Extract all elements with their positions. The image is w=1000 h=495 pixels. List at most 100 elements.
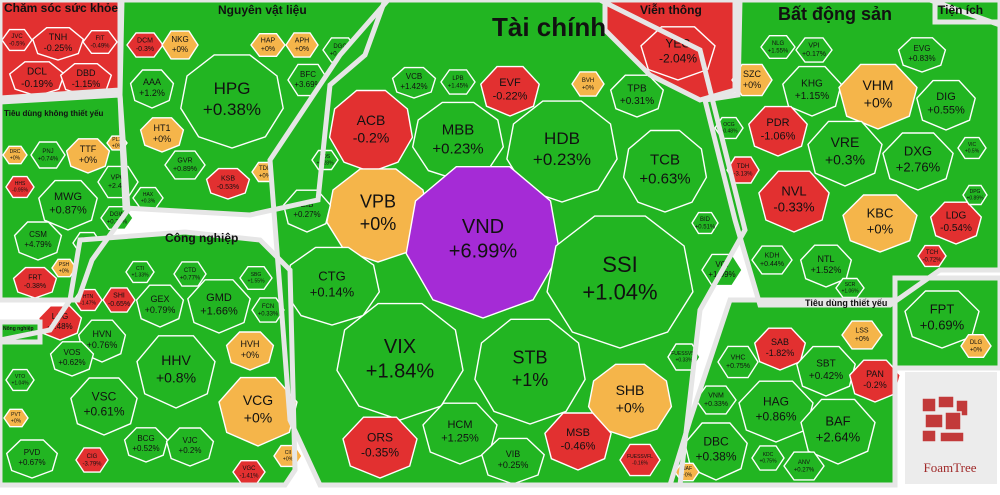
stock-cell-ctg[interactable]: CTG+0.14% — [283, 246, 381, 326]
stock-cell-vib[interactable]: VIB+0.25% — [481, 437, 545, 485]
stock-cell-vpb[interactable]: VPB+0% — [326, 168, 430, 263]
stock-cell-vgc[interactable]: VGC-1.41% — [232, 460, 266, 484]
stock-cell-tcb[interactable]: TCB+0.63% — [622, 129, 708, 213]
stock-cell-mwg[interactable]: MWG +0.87% — [38, 179, 98, 231]
stock-cell-ldg[interactable]: LDG -0.54% — [929, 201, 983, 245]
stock-cell-hcm[interactable]: HCM +1.25% — [422, 402, 498, 465]
stock-cell-vds[interactable]: VDS+0.28% — [311, 149, 339, 171]
stock-cell-vpi[interactable]: VPI+0.17% — [795, 37, 833, 63]
group-label-tieu-dung-thiet-yeu: Tiêu dùng thiết yếu — [805, 298, 887, 308]
stock-cell-cti[interactable]: CTI+1.33% — [125, 260, 155, 284]
stock-change-fcn: +0.33% — [258, 311, 279, 317]
stock-cell-sab[interactable]: SAB-1.82% — [753, 327, 807, 371]
stock-cell-anv[interactable]: ANV+0.27% — [783, 451, 825, 481]
stock-cell-pan[interactable]: PAN-0.2% — [848, 359, 902, 403]
stock-cell-msb[interactable]: MSB -0.46% — [544, 412, 612, 471]
stock-cell-szc[interactable]: SZC+0% — [731, 63, 773, 97]
stock-cell-fpt[interactable]: FPT+0.69% — [904, 290, 980, 349]
stock-cell-ntl[interactable]: NTL+1.52% — [799, 244, 853, 288]
stock-cell-shi[interactable]: SHI-0.65% — [102, 287, 136, 313]
stock-cell-evf[interactable]: EVF -0.22% — [480, 65, 540, 117]
stock-cell-lpb[interactable]: LPB+1.45% — [440, 69, 476, 95]
stock-cell-ksb[interactable]: KSB-0.53% — [205, 167, 251, 200]
stock-cell-hap[interactable]: HAP+0% — [250, 33, 286, 57]
stock-cell-jvc[interactable]: JVC-0.5% — [1, 28, 33, 52]
stock-cell-bcg[interactable]: BCG+0.52% — [123, 427, 169, 463]
stock-ticker-tpb: TPB — [627, 83, 647, 94]
stock-cell-dcm[interactable]: DCM-0.3% — [126, 32, 164, 58]
stock-cell-kdh[interactable]: KDH+0.44% — [751, 245, 793, 275]
stock-cell-vnd[interactable]: VND +6.99% — [405, 165, 561, 319]
stock-cell-nkg[interactable]: NKG+0% — [161, 30, 199, 60]
stock-cell-hpg[interactable]: HPG +0.38% — [180, 54, 284, 149]
stock-cell-fit[interactable]: FIT-0.49% — [82, 30, 118, 54]
stock-cell-gex[interactable]: GEX+0.79% — [135, 284, 185, 328]
stock-cell-vre[interactable]: VRE+0.3% — [807, 120, 883, 187]
stock-cell-vto[interactable]: VTO+1.04% — [5, 368, 35, 392]
stock-cell-gvr[interactable]: GVR+0.89% — [164, 150, 206, 180]
stock-change-bid: +0.51% — [695, 224, 716, 230]
stock-change-plx: +0% — [112, 143, 123, 149]
stock-cell-frt[interactable]: FRT-0.38% — [12, 266, 58, 299]
stock-change-fit: -0.49% — [90, 43, 110, 49]
stock-cell-baf[interactable]: BAF+2.64% — [800, 398, 876, 465]
stock-cell-kbc[interactable]: KBC+0% — [842, 194, 918, 253]
stock-cell-bvh[interactable]: BVH+0% — [571, 71, 605, 97]
stock-cell-scr[interactable]: SCR+1.06% — [835, 277, 865, 299]
stock-cell-hvh[interactable]: HVH+0% — [225, 331, 275, 371]
stock-cell-tpb[interactable]: TPB +0.31% — [609, 74, 665, 118]
stock-cell-hdb[interactable]: HDB +0.23% — [506, 100, 618, 203]
stock-cell-vix[interactable]: VIX +1.84% — [336, 302, 464, 421]
stock-cell-vsc[interactable]: VSC+0.61% — [70, 377, 138, 436]
stock-cell-aaa[interactable]: AAA+1.2% — [129, 69, 175, 109]
stock-cell-aph[interactable]: APH+0% — [285, 32, 319, 58]
stock-cell-nlg[interactable]: NLG+1.55% — [760, 35, 796, 59]
stock-ticker-hvn: HVN — [92, 329, 111, 339]
stock-cell-pnj[interactable]: PNJ+0.74% — [30, 141, 66, 169]
stock-cell-pdr[interactable]: PDR -1.06% — [748, 105, 808, 157]
stock-cell-hag[interactable]: HAG+0.86% — [738, 380, 814, 443]
stock-cell-pvt[interactable]: PVT+0% — [3, 408, 29, 428]
stock-cell-hhs[interactable]: HHS-0.95% — [5, 175, 35, 199]
stock-cell-pvd[interactable]: PVD+0.67% — [5, 439, 59, 479]
stock-cell-stb[interactable]: STB+1% — [474, 318, 586, 425]
stock-cell-ctd[interactable]: CTD+0.77% — [173, 261, 207, 287]
stock-cell-gmd[interactable]: GMD +1.66% — [187, 279, 251, 334]
stock-cell-bid[interactable]: BID+0.51% — [691, 211, 719, 235]
stock-cell-hax[interactable]: HAX+0.3% — [132, 186, 164, 210]
stock-shape-vos — [49, 341, 95, 377]
stock-cell-nvl[interactable]: NVL-0.33% — [758, 170, 830, 233]
stock-cell-sbg[interactable]: SBG+1.55% — [239, 266, 273, 290]
stock-cell-drc[interactable]: DRC+0% — [2, 145, 28, 165]
stock-cell-dlg[interactable]: DLG+0% — [960, 334, 992, 358]
stock-cell-dxg[interactable]: DXG+2.76% — [882, 132, 954, 191]
stock-cell-evg[interactable]: EVG+0.83% — [897, 37, 947, 73]
stock-cell-dig[interactable]: DIG +0.55% — [916, 79, 976, 131]
stock-change-hhv: +0.8% — [156, 369, 196, 385]
stock-cell-mbb[interactable]: MBB+0.23% — [411, 101, 505, 181]
stock-cell-csm[interactable]: CSM+4.79% — [13, 221, 63, 261]
stock-cell-lss[interactable]: LSS+0% — [841, 320, 883, 350]
stock-cell-fuessvfl[interactable]: FUESSVFL-0.16% — [619, 443, 661, 477]
stock-cell-acb[interactable]: ACB-0.2% — [328, 89, 414, 173]
stock-cell-sbt[interactable]: SBT +0.42% — [796, 345, 856, 397]
stock-cell-cii[interactable]: CII+0% — [273, 444, 303, 468]
stock-cell-ht1[interactable]: HT1+0% — [139, 117, 185, 153]
stock-cell-vic[interactable]: VIC+0.5% — [957, 136, 987, 160]
stock-cell-cig[interactable]: CIG-3.79% — [75, 447, 109, 473]
stock-cell-dpg[interactable]: DPG+0.89% — [962, 184, 988, 206]
stock-cell-vnm[interactable]: VNM+0.33% — [695, 385, 737, 415]
stock-cell-hhv[interactable]: HHV+0.8% — [136, 335, 216, 409]
stock-cell-vjc[interactable]: VJC+0.2% — [165, 427, 215, 467]
stock-cell-ttf[interactable]: TTF+0% — [65, 138, 111, 174]
stock-cell-ssi[interactable]: SSI+1.04% — [546, 215, 694, 349]
stock-cell-shb[interactable]: SHB+0% — [587, 363, 673, 439]
stock-cell-tch[interactable]: TCH-0.72% — [917, 244, 947, 268]
stock-cell-dbc[interactable]: DBC+0.38% — [684, 422, 748, 481]
stock-cell-vhc[interactable]: VHC+0.75% — [717, 345, 759, 379]
stock-cell-ors[interactable]: ORS-0.35% — [342, 416, 418, 479]
stock-cell-vhm[interactable]: VHM+0% — [838, 63, 918, 130]
stock-cell-kdc[interactable]: KDC+0.75% — [751, 445, 785, 471]
stock-cell-vos[interactable]: VOS+0.62% — [49, 341, 95, 377]
stock-cell-vcb[interactable]: VCB+1.42% — [391, 66, 437, 99]
